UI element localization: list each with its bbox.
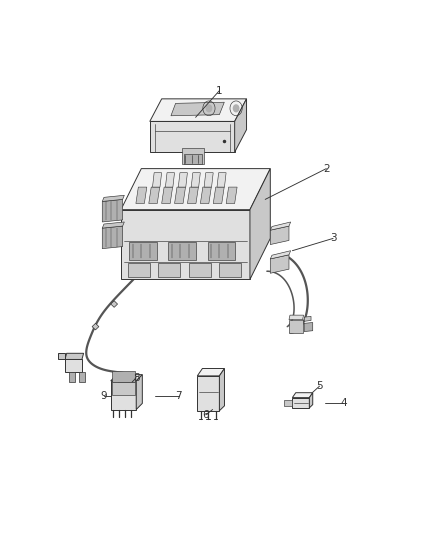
Circle shape	[205, 104, 212, 112]
Polygon shape	[200, 187, 211, 204]
Polygon shape	[304, 317, 311, 321]
Polygon shape	[158, 263, 180, 277]
Polygon shape	[235, 99, 247, 152]
Polygon shape	[293, 398, 309, 408]
Polygon shape	[293, 393, 313, 398]
Polygon shape	[65, 353, 84, 359]
Polygon shape	[289, 320, 303, 333]
Text: 7: 7	[175, 391, 182, 401]
Polygon shape	[117, 377, 130, 382]
Polygon shape	[121, 209, 250, 279]
Polygon shape	[213, 187, 224, 204]
Text: 6: 6	[202, 410, 209, 420]
Polygon shape	[111, 381, 136, 409]
Polygon shape	[204, 173, 213, 187]
Text: 5: 5	[316, 381, 323, 391]
Polygon shape	[270, 226, 289, 245]
Polygon shape	[270, 255, 289, 273]
Polygon shape	[184, 154, 202, 164]
Polygon shape	[219, 263, 241, 277]
Polygon shape	[250, 168, 270, 279]
Polygon shape	[152, 173, 162, 187]
Polygon shape	[191, 173, 200, 187]
Polygon shape	[130, 243, 156, 260]
Polygon shape	[182, 148, 204, 164]
Polygon shape	[217, 173, 226, 187]
Polygon shape	[79, 372, 85, 382]
Polygon shape	[150, 122, 235, 152]
Polygon shape	[102, 195, 124, 201]
Polygon shape	[178, 173, 187, 187]
Circle shape	[233, 104, 240, 112]
Polygon shape	[284, 400, 293, 406]
Polygon shape	[197, 376, 219, 411]
Text: 9: 9	[101, 391, 107, 401]
Polygon shape	[92, 324, 99, 330]
Polygon shape	[289, 315, 304, 320]
Text: 2: 2	[323, 164, 330, 174]
Polygon shape	[65, 359, 82, 372]
Polygon shape	[162, 187, 173, 204]
Polygon shape	[187, 187, 198, 204]
Polygon shape	[102, 222, 124, 228]
Polygon shape	[226, 187, 237, 204]
Polygon shape	[309, 393, 313, 408]
Polygon shape	[69, 372, 75, 382]
Polygon shape	[128, 263, 150, 277]
Polygon shape	[113, 382, 134, 395]
Polygon shape	[208, 243, 235, 260]
Polygon shape	[111, 375, 142, 381]
Polygon shape	[136, 187, 147, 204]
Polygon shape	[219, 368, 224, 411]
Polygon shape	[102, 199, 123, 222]
Text: 1: 1	[216, 86, 223, 95]
Polygon shape	[189, 263, 211, 277]
Polygon shape	[121, 168, 270, 209]
Polygon shape	[102, 226, 123, 248]
Polygon shape	[58, 353, 65, 359]
Text: 3: 3	[330, 233, 336, 244]
Polygon shape	[175, 187, 186, 204]
Polygon shape	[197, 368, 224, 376]
Polygon shape	[270, 222, 291, 230]
Polygon shape	[166, 173, 174, 187]
Polygon shape	[111, 301, 117, 308]
Polygon shape	[171, 102, 224, 116]
Polygon shape	[136, 375, 142, 409]
Polygon shape	[113, 370, 134, 382]
Polygon shape	[150, 99, 247, 122]
Text: 4: 4	[340, 398, 346, 408]
Polygon shape	[304, 322, 313, 332]
Polygon shape	[149, 187, 160, 204]
Polygon shape	[270, 251, 291, 259]
Text: 8: 8	[133, 373, 140, 383]
Polygon shape	[169, 243, 196, 260]
